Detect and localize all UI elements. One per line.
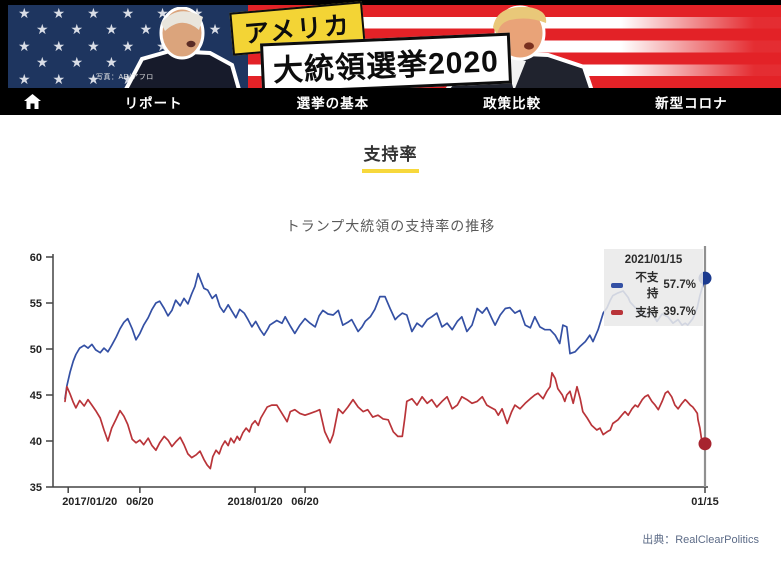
legend-row-approve: 支持 39.7% xyxy=(611,304,696,320)
x-tick-label: 2017/01/20 xyxy=(62,496,117,508)
chart-legend-rows: 不支持 57.7% 支持 39.7% xyxy=(611,269,696,320)
nav-item-policy[interactable]: 政策比較 xyxy=(483,95,542,111)
nav-item-report[interactable]: リポート xyxy=(124,95,183,111)
photo-credit: 写真：AP/アフロ xyxy=(96,74,154,81)
legend-row-disapprove: 不支持 57.7% xyxy=(611,269,696,301)
y-tick-label: 40 xyxy=(30,436,42,448)
nav-item-corona[interactable]: 新型コロナ xyxy=(655,95,728,111)
y-tick-label: 60 xyxy=(30,252,42,264)
nav-item-basics[interactable]: 選挙の基本 xyxy=(296,95,370,111)
us-flag-background: ★★★★★★★★★★★★★★★★★★★★★★★★★★★★★★ xyxy=(8,5,781,88)
home-icon xyxy=(23,94,41,109)
end-dot-approve xyxy=(698,437,712,451)
legend-value-disapprove: 57.7% xyxy=(663,279,696,291)
legend-swatch-approve xyxy=(611,309,623,315)
biden-photo xyxy=(124,7,241,88)
chart-legend: 2021/01/15 不支持 57.7% 支持 39.7% xyxy=(604,249,703,326)
x-tick-label: 2018/01/20 xyxy=(228,496,283,508)
y-tick-label: 45 xyxy=(30,390,42,402)
legend-date: 2021/01/15 xyxy=(624,254,683,266)
page-title: 支持率 xyxy=(363,145,418,164)
main-nav: リポート 選挙の基本 政策比較 新型コロナ xyxy=(0,88,781,115)
y-tick-label: 35 xyxy=(30,482,42,494)
banner-label-election: 大統領選挙2020 xyxy=(260,32,512,88)
legend-swatch-disapprove xyxy=(611,282,623,288)
series-line-approve xyxy=(64,372,706,470)
x-tick-label: 06/20 xyxy=(126,496,154,508)
chart-title: トランプ大統領の支持率の推移 xyxy=(285,218,496,234)
election-banner: ★★★★★★★★★★★★★★★★★★★★★★★★★★★★★★ アメリカ 大統領選… xyxy=(0,0,781,88)
x-tick-label: 01/15 xyxy=(691,496,719,508)
flag-star-row: ★★★★★★ xyxy=(18,37,226,54)
approval-chart: 35 40 45 50 55 60 2017/01/20 06/20 2018/01/20 06/… xyxy=(0,240,781,525)
flag-star-row: ★★★★★★ xyxy=(18,5,226,21)
legend-value-approve: 39.7% xyxy=(663,306,696,318)
chart-svg[interactable]: 35 40 45 50 55 60 2017/01/20 06/20 2018/01/20 06/… xyxy=(0,240,781,525)
home-button[interactable] xyxy=(0,94,64,109)
y-tick-label: 55 xyxy=(30,298,42,310)
legend-label-disapprove: 不支持 xyxy=(635,272,659,300)
title-underline xyxy=(362,169,419,173)
series-line-disapprove xyxy=(64,272,706,400)
legend-label-approve: 支持 xyxy=(635,307,659,319)
x-tick-label: 06/20 xyxy=(291,496,319,508)
y-tick-label: 50 xyxy=(30,344,42,356)
source-credit: 出典：RealClearPolitics xyxy=(642,534,759,546)
